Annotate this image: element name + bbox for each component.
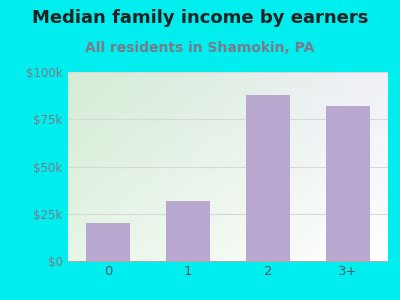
Text: Median family income by earners: Median family income by earners: [32, 9, 368, 27]
Bar: [166, 200, 210, 261]
Bar: [86, 223, 130, 261]
Bar: [246, 95, 290, 261]
Bar: [326, 106, 370, 261]
Text: All residents in Shamokin, PA: All residents in Shamokin, PA: [85, 40, 315, 55]
